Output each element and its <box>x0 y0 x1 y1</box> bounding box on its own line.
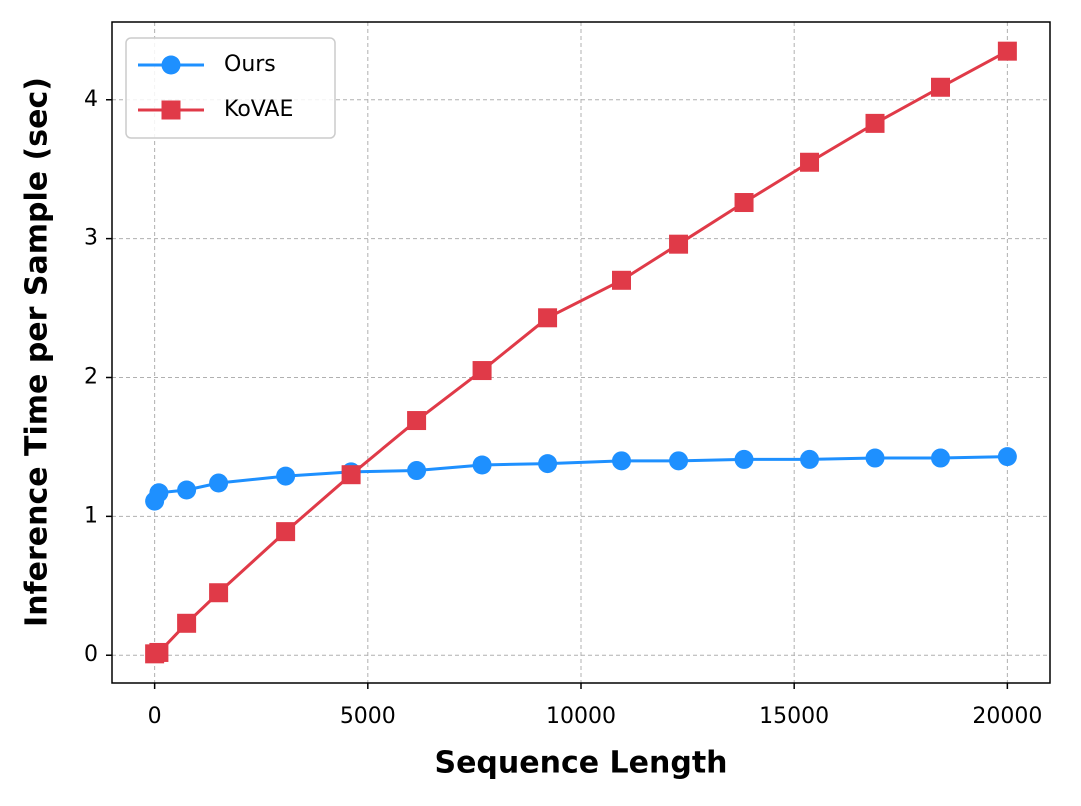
marker <box>209 473 229 493</box>
marker <box>276 466 296 486</box>
x-tick-label: 20000 <box>972 704 1042 729</box>
marker <box>734 449 754 469</box>
marker <box>209 583 229 603</box>
plot-frame <box>111 21 1051 684</box>
y-tick-label: 2 <box>84 364 98 389</box>
marker <box>161 55 181 75</box>
marker <box>538 308 558 328</box>
marker <box>538 454 558 474</box>
marker <box>149 642 169 662</box>
x-axis-label: Sequence Length <box>434 746 727 781</box>
marker <box>800 449 820 469</box>
x-tick-label: 0 <box>148 704 162 729</box>
marker <box>612 451 632 471</box>
marker <box>472 361 492 381</box>
marker <box>669 451 689 471</box>
marker <box>734 193 754 213</box>
marker <box>669 234 689 254</box>
marker <box>865 448 885 468</box>
marker <box>865 113 885 133</box>
marker <box>472 455 492 475</box>
y-tick-label: 4 <box>84 87 98 112</box>
marker <box>341 465 361 485</box>
marker <box>177 613 197 633</box>
marker <box>149 483 169 503</box>
marker <box>407 461 427 481</box>
y-tick-label: 3 <box>84 226 98 251</box>
y-tick-label: 1 <box>84 503 98 528</box>
legend-label: KoVAE <box>224 97 293 122</box>
marker <box>931 77 951 97</box>
marker <box>612 270 632 290</box>
marker <box>177 480 197 500</box>
marker <box>407 411 427 431</box>
y-tick-label: 0 <box>84 642 98 667</box>
marker <box>997 41 1017 61</box>
x-tick-label: 15000 <box>759 704 829 729</box>
marker <box>276 522 296 542</box>
marker <box>800 152 820 172</box>
marker <box>161 100 181 120</box>
series-line <box>154 49 1009 656</box>
legend-label: Ours <box>224 52 276 77</box>
marker <box>931 448 951 468</box>
marker <box>997 447 1017 467</box>
series-line <box>153 455 1008 502</box>
legend: Ours KoVAE <box>125 37 336 139</box>
x-tick-label: 5000 <box>340 704 396 729</box>
y-axis-label: Inference Time per Sample (sec) <box>20 77 55 627</box>
x-tick-label: 10000 <box>546 704 616 729</box>
